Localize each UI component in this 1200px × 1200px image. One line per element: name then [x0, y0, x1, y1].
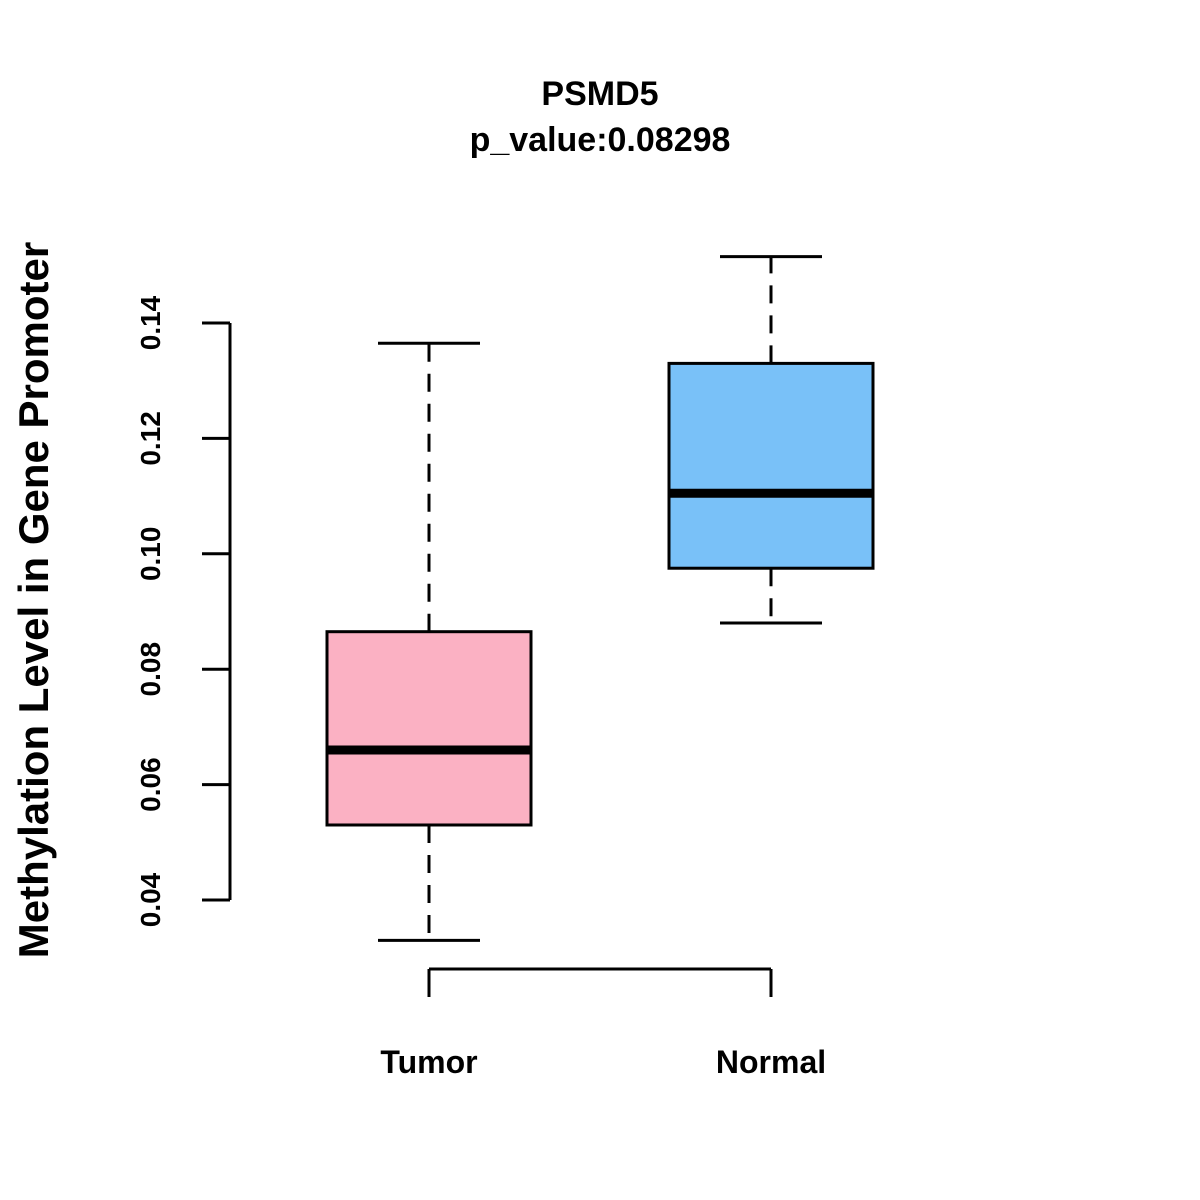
- box-normal: [667, 361, 875, 570]
- boxes: [325, 255, 875, 942]
- y-tick-label: 0.08: [135, 642, 166, 697]
- y-tick-label: 0.06: [135, 757, 166, 812]
- chart-title: PSMD5: [541, 75, 658, 113]
- y-tick-label: 0.14: [135, 295, 166, 350]
- x-tick-label-tumor: Tumor: [380, 1044, 477, 1080]
- y-tick-label: 0.10: [135, 527, 166, 582]
- y-tick-label: 0.12: [135, 411, 166, 466]
- x-tick-label-normal: Normal: [716, 1044, 826, 1080]
- y-axis: 0.04 0.06 0.08 0.10 0.12 0.14: [135, 295, 232, 927]
- y-tick-label: 0.04: [135, 872, 166, 927]
- box-group-tumor: [325, 341, 533, 942]
- box-group-normal: [667, 255, 875, 625]
- y-axis-label: Methylation Level in Gene Promoter: [10, 242, 57, 958]
- chart-subtitle: p_value:0.08298: [470, 121, 731, 159]
- box-tumor: [325, 630, 533, 827]
- x-axis: Tumor Normal: [380, 967, 826, 1080]
